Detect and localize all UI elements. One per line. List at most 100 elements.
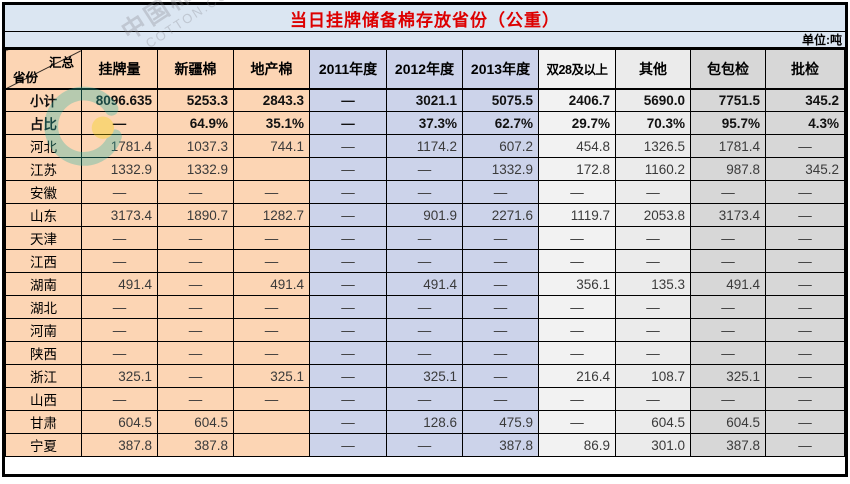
data-cell: — [309,226,387,250]
data-cell: — [309,203,387,227]
row-label: 江西 [5,249,82,273]
corner-label-bottom: 省份 [13,70,39,85]
data-cell: — [615,180,691,204]
data-cell: 345.2 [765,88,845,112]
data-cell: 1119.7 [538,203,616,227]
row-label: 山东 [5,203,82,227]
data-cell: 1332.9 [157,157,234,181]
table-row: 浙江 325.1—325.1—325.1—216.4 108.7 325.1— [5,364,845,388]
data-cell: — [81,341,158,365]
col-header-double28: 双28及以上 [538,49,616,90]
data-cell: 604.5 [157,410,234,434]
col-header-2011: 2011年度 [309,49,387,90]
data-cell: — [765,364,845,388]
table-row: 小计 8096.635 5253.3 2843.3—3021.1 5075.5 2406.… [5,88,845,112]
data-cell: 325.1 [690,364,766,388]
data-table: 汇总 省份 挂牌量 新疆棉 地产棉 2011年度 2012年度 2013年度 双… [5,49,845,457]
row-label: 浙江 [5,364,82,388]
row-label: 甘肃 [5,410,82,434]
data-cell: 29.7% [538,111,616,135]
data-cell: 2271.6 [462,203,539,227]
data-cell: 491.4 [233,272,310,296]
data-cell: 5253.3 [157,88,234,112]
data-cell: — [765,134,845,158]
table-body: 小计 8096.635 5253.3 2843.3—3021.1 5075.5 2406.… [5,88,845,457]
data-cell: — [309,410,387,434]
table-row: 甘肃 604.5 604.5—128.6 475.9—604.5 604.5— [5,410,845,434]
data-cell: — [615,318,691,342]
data-cell: — [538,341,616,365]
data-cell: 987.8 [690,157,766,181]
row-label: 河北 [5,134,82,158]
table-row: 山西 — — — — — — — — — — [5,387,845,411]
table-row: 陕西 — — — — — — — — — — [5,341,845,365]
row-label: 小计 [5,88,82,112]
row-label: 江苏 [5,157,82,181]
data-cell: 744.1 [233,134,310,158]
page-title: 当日挂牌储备棉存放省份（公重） [290,10,560,30]
data-cell: 901.9 [386,203,463,227]
col-header-other: 其他 [615,49,691,90]
data-cell: — [615,387,691,411]
data-cell: — [309,180,387,204]
data-cell: — [765,226,845,250]
data-cell: 1282.7 [233,203,310,227]
data-cell: — [615,295,691,319]
col-header-bale-check: 包包检 [690,49,766,90]
data-cell: 1160.2 [615,157,691,181]
data-cell: — [386,318,463,342]
row-label: 山西 [5,387,82,411]
table-row: 江西 — — — — — — — — — — [5,249,845,273]
data-cell: 135.3 [615,272,691,296]
data-cell: — [309,433,387,457]
data-cell: 3021.1 [386,88,463,112]
data-cell: 108.7 [615,364,691,388]
data-cell: 4.3% [765,111,845,135]
data-cell [233,157,310,181]
data-cell: 1332.9 [462,157,539,181]
data-cell: — [615,341,691,365]
unit-band: 单位:吨 [5,32,845,49]
data-cell: — [233,249,310,273]
data-cell: — [157,180,234,204]
data-cell: — [765,203,845,227]
data-cell: 5075.5 [462,88,539,112]
data-cell: — [309,272,387,296]
data-cell: 454.8 [538,134,616,158]
data-cell: — [81,318,158,342]
data-cell: 301.0 [615,433,691,457]
table-row: 河北 1781.4 1037.3 744.1—1174.2 607.2 454.8 1326… [5,134,845,158]
data-cell: — [386,226,463,250]
data-cell: 95.7% [690,111,766,135]
data-cell: 2406.7 [538,88,616,112]
data-cell: — [538,410,616,434]
data-cell: — [309,134,387,158]
col-header-2013: 2013年度 [462,49,539,90]
data-cell: 475.9 [462,410,539,434]
data-cell: 3173.4 [690,203,766,227]
data-cell: 1890.7 [157,203,234,227]
table-row: 山东 3173.4 1890.7 1282.7—901.9 2271.6 1119.7 20… [5,203,845,227]
table-row: 占比 —64.9% 35.1% —37.3% 62.7% 29.7% 70.3% 95.7% 4… [5,111,845,135]
data-cell: — [765,249,845,273]
header-row: 汇总 省份 挂牌量 新疆棉 地产棉 2011年度 2012年度 2013年度 双… [5,49,845,90]
data-cell: — [462,249,539,273]
data-cell: 35.1% [233,111,310,135]
data-cell: 8096.635 [81,88,158,112]
data-cell: — [81,111,158,135]
data-cell: — [690,226,766,250]
data-cell: — [157,295,234,319]
data-cell: 64.9% [157,111,234,135]
data-cell: — [538,180,616,204]
data-cell: — [233,341,310,365]
data-cell: — [462,226,539,250]
data-cell: — [462,387,539,411]
data-cell: — [309,249,387,273]
data-cell: 1326.5 [615,134,691,158]
data-cell: — [462,272,539,296]
data-cell: — [538,318,616,342]
data-cell: — [157,364,234,388]
table-row: 湖北 — — — — — — — — — — [5,295,845,319]
data-cell: — [309,88,387,112]
data-cell: — [309,387,387,411]
